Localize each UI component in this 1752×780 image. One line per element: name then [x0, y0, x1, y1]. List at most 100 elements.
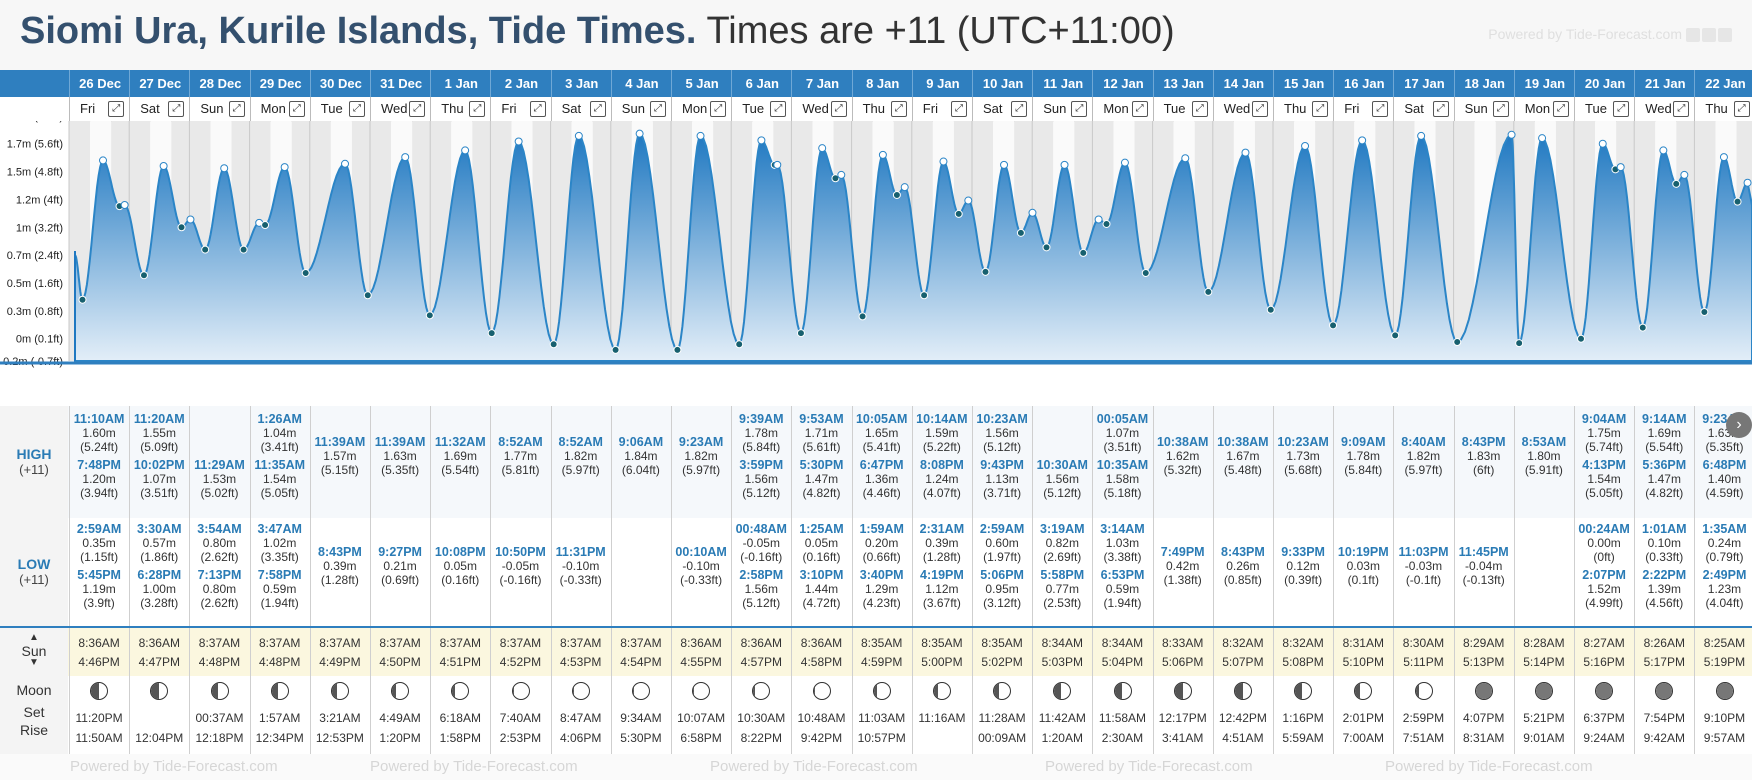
expand-day-icon[interactable]: ⤢ — [1492, 101, 1509, 117]
sun-cell: 8:35AM 5:02PM — [972, 634, 1032, 672]
expand-day-icon[interactable]: ⤢ — [770, 101, 787, 117]
tide-time: 3:19AM — [1040, 522, 1085, 536]
tide-height-ft: (5.15ft) — [320, 463, 359, 477]
tide-time: 10:19PM — [1337, 545, 1389, 559]
expand-day-icon[interactable]: ⤢ — [469, 101, 486, 117]
moonset-time: 11:58AM — [1098, 711, 1147, 725]
expand-day-icon[interactable]: ⤢ — [168, 101, 185, 117]
tide-height-ft: (2.53ft) — [1043, 596, 1082, 610]
tide-height-m: 1.13m — [985, 472, 1019, 486]
low-tide-point — [1638, 323, 1647, 332]
expand-day-icon[interactable]: ⤢ — [1613, 101, 1630, 117]
sunrise-time: 8:37AM — [319, 636, 361, 650]
sunrise-time: 8:35AM — [981, 636, 1023, 650]
expand-day-icon[interactable]: ⤢ — [589, 101, 606, 117]
tide-height-m: 0.39m — [323, 559, 357, 573]
low-tide-cell: 00:24AM 0.00m (0ft) — [1574, 522, 1634, 564]
expand-day-icon[interactable]: ⤢ — [1733, 101, 1750, 117]
tide-height-ft: (5.81ft) — [501, 463, 540, 477]
moon-row: Moon Set Rise 11:20PM 11:50AM 12:04PM 00:3… — [0, 676, 1752, 760]
expand-day-icon[interactable]: ⤢ — [1552, 101, 1569, 117]
low-tide-point — [139, 271, 148, 280]
high-tide-point — [696, 131, 705, 140]
expand-day-icon[interactable]: ⤢ — [950, 101, 967, 117]
tide-height-ft: (1.38ft) — [1163, 573, 1202, 587]
tide-time: 11:20AM — [133, 412, 185, 426]
moonrise-time: 5:30PM — [620, 731, 662, 745]
weekday-cell: Tue ⤢ — [1574, 97, 1635, 121]
tide-height-ft: (4.82ft) — [802, 486, 841, 500]
high-tide-point — [401, 153, 410, 162]
expand-day-icon[interactable]: ⤢ — [1191, 101, 1208, 117]
sunset-time: 5:03PM — [1041, 655, 1083, 669]
tide-height-m: 1.56m — [744, 472, 778, 486]
expand-day-icon[interactable]: ⤢ — [890, 101, 907, 117]
expand-day-icon[interactable]: ⤢ — [1131, 101, 1148, 117]
expand-day-icon[interactable]: ⤢ — [649, 101, 666, 117]
expand-day-icon[interactable]: ⤢ — [1251, 101, 1268, 117]
moonrise-time: 10:57PM — [857, 731, 906, 745]
tide-height-m: 1.62m — [1166, 449, 1200, 463]
share-icons[interactable] — [1686, 28, 1732, 42]
sun-cell: 8:32AM 5:08PM — [1273, 634, 1333, 672]
tide-height-m: 1.82m — [1406, 449, 1441, 463]
sunset-time: 5:02PM — [981, 655, 1023, 669]
expand-day-icon[interactable]: ⤢ — [1071, 101, 1088, 117]
tide-height-m: 1.56m — [744, 582, 778, 596]
expand-day-icon[interactable]: ⤢ — [409, 101, 426, 117]
tide-time: 9:09AM — [1341, 435, 1386, 449]
high-tide-cell: 10:23AM 1.73m (5.68ft) — [1273, 435, 1333, 477]
moonrise-time: 11:50AM — [75, 731, 123, 745]
date-cell: 29 Dec — [249, 70, 311, 97]
tide-height-m: 1.63m — [383, 449, 417, 463]
tide-time: 10:08PM — [434, 545, 486, 559]
tide-time: 5:58PM — [1040, 568, 1085, 582]
sun-cell: 8:37AM 4:48PM — [189, 634, 249, 672]
moonset-time: 10:30AM — [737, 711, 786, 725]
moonrise-time: 1:20AM — [1041, 731, 1083, 745]
tide-time: 00:24AM — [1578, 522, 1630, 536]
moon-phase-icon — [571, 682, 590, 700]
low-tide-point — [954, 209, 963, 218]
expand-day-icon[interactable]: ⤢ — [1673, 101, 1690, 117]
expand-day-icon[interactable]: ⤢ — [348, 101, 365, 117]
scroll-right-icon[interactable]: › — [1726, 412, 1752, 438]
high-tide-point — [1120, 158, 1129, 167]
tide-height-m: -0.05m — [501, 559, 540, 573]
moonrise-time: 12:34PM — [255, 731, 304, 745]
expand-day-icon[interactable]: ⤢ — [710, 101, 727, 117]
high-tide-cell: 00:05AM 1.07m (3.51ft) — [1092, 412, 1152, 454]
expand-day-icon[interactable]: ⤢ — [529, 101, 546, 117]
expand-day-icon[interactable]: ⤢ — [1432, 101, 1449, 117]
moonrise-time: 3:41AM — [1162, 731, 1204, 745]
expand-day-icon[interactable]: ⤢ — [228, 101, 245, 117]
weekday-cell: Tue ⤢ — [1152, 97, 1214, 121]
weekday-label: Thu — [441, 101, 464, 116]
moonset-time: 4:49AM — [379, 711, 421, 725]
moon-cell: 11:16AM — [912, 708, 972, 748]
sun-cell: 8:29AM 5:13PM — [1454, 634, 1514, 672]
low-tide-point — [1391, 331, 1400, 340]
low-tide-point — [549, 340, 558, 349]
low-tide-cell: 11:31PM -0.10m (-0.33ft) — [551, 545, 611, 587]
expand-day-icon[interactable]: ⤢ — [108, 101, 125, 117]
expand-day-icon[interactable]: ⤢ — [830, 101, 847, 117]
expand-day-icon[interactable]: ⤢ — [1312, 101, 1329, 117]
tide-time: 8:43PM — [318, 545, 362, 559]
expand-day-icon[interactable]: ⤢ — [1372, 101, 1389, 117]
low-tide-cell: 2:59AM 0.35m (1.15ft) — [69, 522, 129, 564]
moon-cell: 9:10PM 9:57AM — [1694, 708, 1752, 748]
weekday-label: Sun — [621, 101, 645, 116]
y-tick-label: 1.7m (5.6ft) — [7, 139, 63, 151]
tide-height-ft: (5.35ft) — [1705, 440, 1744, 454]
tide-time: 3:47AM — [257, 522, 302, 536]
sunset-time: 4:47PM — [138, 655, 180, 669]
moon-cell: 7:40AM 2:53PM — [490, 708, 550, 748]
weekday-cell: Thu ⤢ — [851, 97, 913, 121]
expand-day-icon[interactable]: ⤢ — [1011, 101, 1028, 117]
expand-day-icon[interactable]: ⤢ — [288, 101, 305, 117]
tide-time: 1:25AM — [799, 522, 844, 536]
tide-height-m: 1.77m — [503, 449, 538, 463]
moon-cell: 12:04PM — [129, 708, 189, 748]
powered-by-top[interactable]: Powered by Tide-Forecast.com — [1488, 26, 1682, 42]
